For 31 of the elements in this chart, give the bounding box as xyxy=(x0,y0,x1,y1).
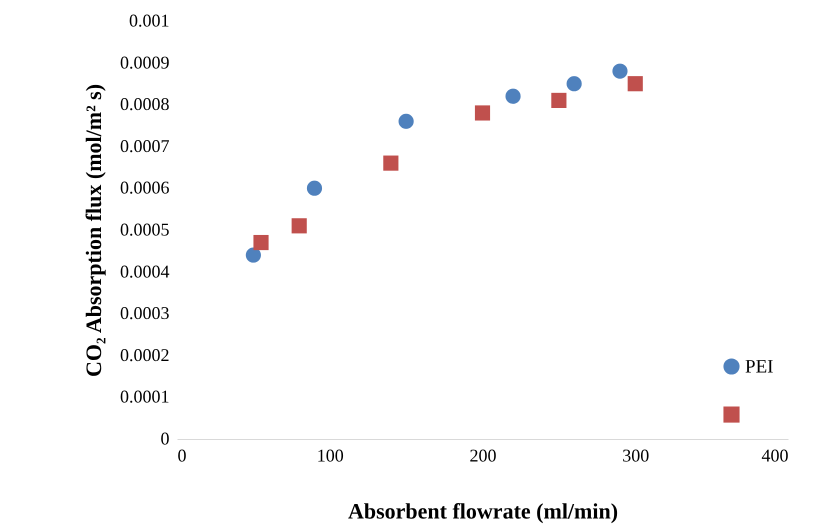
point xyxy=(566,76,582,92)
x-tick-label: 300 xyxy=(622,446,650,466)
point xyxy=(551,92,566,108)
point xyxy=(628,76,643,92)
point xyxy=(398,114,414,129)
point xyxy=(246,248,261,263)
point xyxy=(612,64,628,79)
point xyxy=(383,156,398,171)
y-tick-label: 0.0003 xyxy=(120,303,170,324)
point xyxy=(474,105,490,121)
y-tick-label: 0.001 xyxy=(129,10,170,30)
point xyxy=(253,234,269,250)
legend-label: PEI xyxy=(745,356,774,378)
y-tick-label: 0.0002 xyxy=(120,344,170,365)
y-tick-label: 0.0007 xyxy=(120,136,170,156)
x-axis-title: Absorbent flowrate (ml/min) xyxy=(348,498,618,524)
y-axis-title: CO₂ Absorption flux (mol/m² s) xyxy=(81,84,106,378)
y-tick-label: 0.0005 xyxy=(120,220,170,240)
y-tick-label: 0.0004 xyxy=(120,261,170,282)
point xyxy=(306,180,322,196)
y-tick-label: 0.0006 xyxy=(120,178,170,198)
x-tick-label: 400 xyxy=(762,446,788,466)
x-tick-label: 0 xyxy=(178,446,186,466)
x-tick-label: 100 xyxy=(316,446,344,466)
y-tick-label: 0 xyxy=(160,428,170,448)
point xyxy=(292,218,307,234)
point xyxy=(505,88,521,104)
y-tick-label: 0.0001 xyxy=(120,386,170,407)
y-tick-label: 0.0009 xyxy=(120,52,170,72)
y-tick-label: 0.0008 xyxy=(120,94,170,114)
x-tick-label: 200 xyxy=(470,446,496,466)
